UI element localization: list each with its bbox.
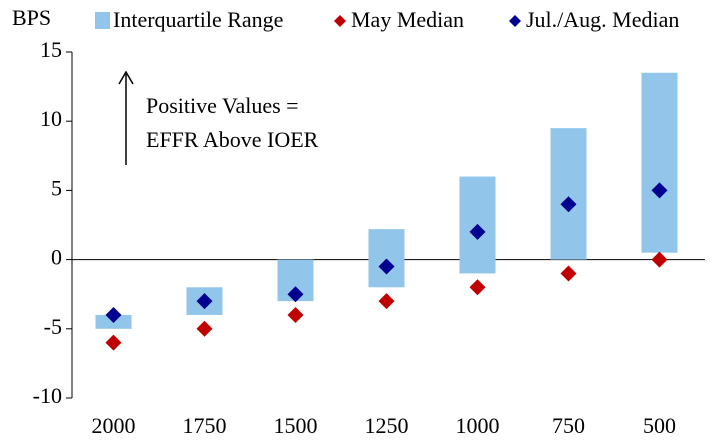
y-tick-label: 10	[40, 106, 62, 131]
range-bar	[550, 128, 587, 260]
x-tick-label: 2000	[92, 413, 136, 438]
x-tick-label: 750	[552, 413, 585, 438]
median-marker	[469, 279, 486, 296]
median-marker	[560, 265, 577, 282]
y-tick-label: -5	[44, 314, 62, 339]
legend-label: Jul./Aug. Median	[526, 7, 679, 32]
median-marker	[378, 258, 395, 275]
x-tick-label: 500	[643, 413, 676, 438]
x-tick-label: 1250	[365, 413, 409, 438]
median-marker	[105, 306, 122, 323]
median-marker	[287, 306, 304, 323]
legend-swatch	[95, 12, 110, 29]
median-marker	[287, 286, 304, 303]
y-tick-label: 0	[51, 245, 62, 270]
legend-label: May Median	[351, 7, 464, 32]
y-tick-label: 5	[51, 175, 62, 200]
annotation-line: EFFR Above IOER	[146, 127, 319, 152]
annotation-arrowhead	[118, 70, 134, 85]
median-marker	[105, 334, 122, 351]
median-marker	[196, 293, 213, 310]
y-tick-label: -10	[33, 383, 62, 408]
y-tick-label: 15	[40, 37, 62, 62]
annotation-line: Positive Values =	[146, 93, 299, 118]
median-marker	[651, 182, 668, 199]
median-marker	[560, 196, 577, 213]
legend-label: Interquartile Range	[113, 7, 283, 32]
x-tick-label: 1500	[274, 413, 318, 438]
x-tick-label: 1000	[456, 413, 500, 438]
median-marker	[651, 251, 668, 268]
median-marker	[469, 223, 486, 240]
y-axis-label: BPS	[12, 5, 51, 30]
x-tick-label: 1750	[183, 413, 227, 438]
median-marker	[196, 320, 213, 337]
range-bar	[368, 229, 405, 288]
legend-marker	[334, 15, 346, 27]
median-marker	[378, 293, 395, 310]
range-bar	[641, 72, 678, 253]
legend-marker	[509, 15, 521, 27]
